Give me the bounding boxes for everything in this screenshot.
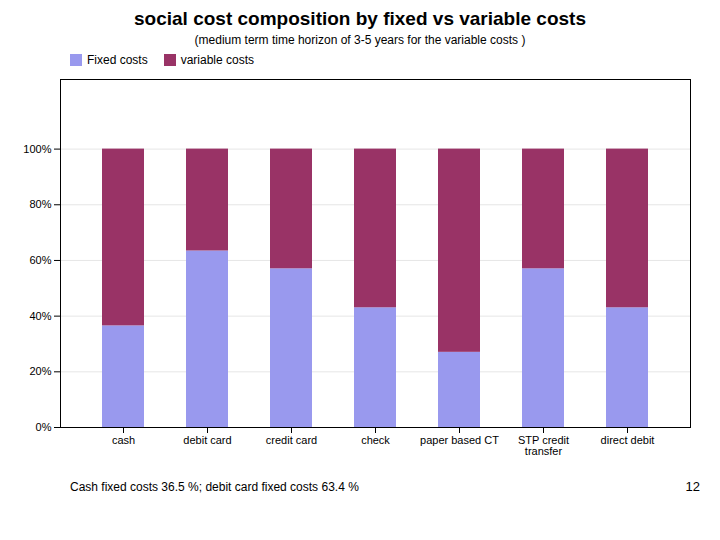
html-text:Cash fixed costs 36.5 %; debit: Cash fixed costs 36.5 %; debit card fixe… bbox=[70, 480, 359, 494]
svg-text:debit card: debit card bbox=[183, 434, 231, 446]
svg-text:20%: 20% bbox=[29, 365, 51, 377]
svg-text:direct debit: direct debit bbox=[601, 434, 655, 446]
svg-text:credit card: credit card bbox=[266, 434, 317, 446]
svg-text:80%: 80% bbox=[29, 198, 51, 210]
svg-text:check: check bbox=[361, 434, 390, 446]
svg-text:0%: 0% bbox=[36, 421, 52, 433]
svg-text:paper based CT: paper based CT bbox=[420, 434, 499, 446]
svg-text:60%: 60% bbox=[29, 254, 51, 266]
svg-text:40%: 40% bbox=[29, 310, 51, 322]
html-text:(medium term time horizon of 3: (medium term time horizon of 3-5 years f… bbox=[194, 33, 526, 47]
svg-text:100%: 100% bbox=[23, 143, 51, 155]
html-text:12: 12 bbox=[685, 479, 700, 494]
svg-text:cash: cash bbox=[112, 434, 135, 446]
svg-text:STP credittransfer: STP credittransfer bbox=[518, 434, 569, 457]
html-text:social cost composition by fix: social cost composition by fixed vs vari… bbox=[134, 8, 586, 29]
html-text:variable costs: variable costs bbox=[180, 53, 255, 67]
html-text:Fixed costs: Fixed costs bbox=[87, 53, 148, 67]
